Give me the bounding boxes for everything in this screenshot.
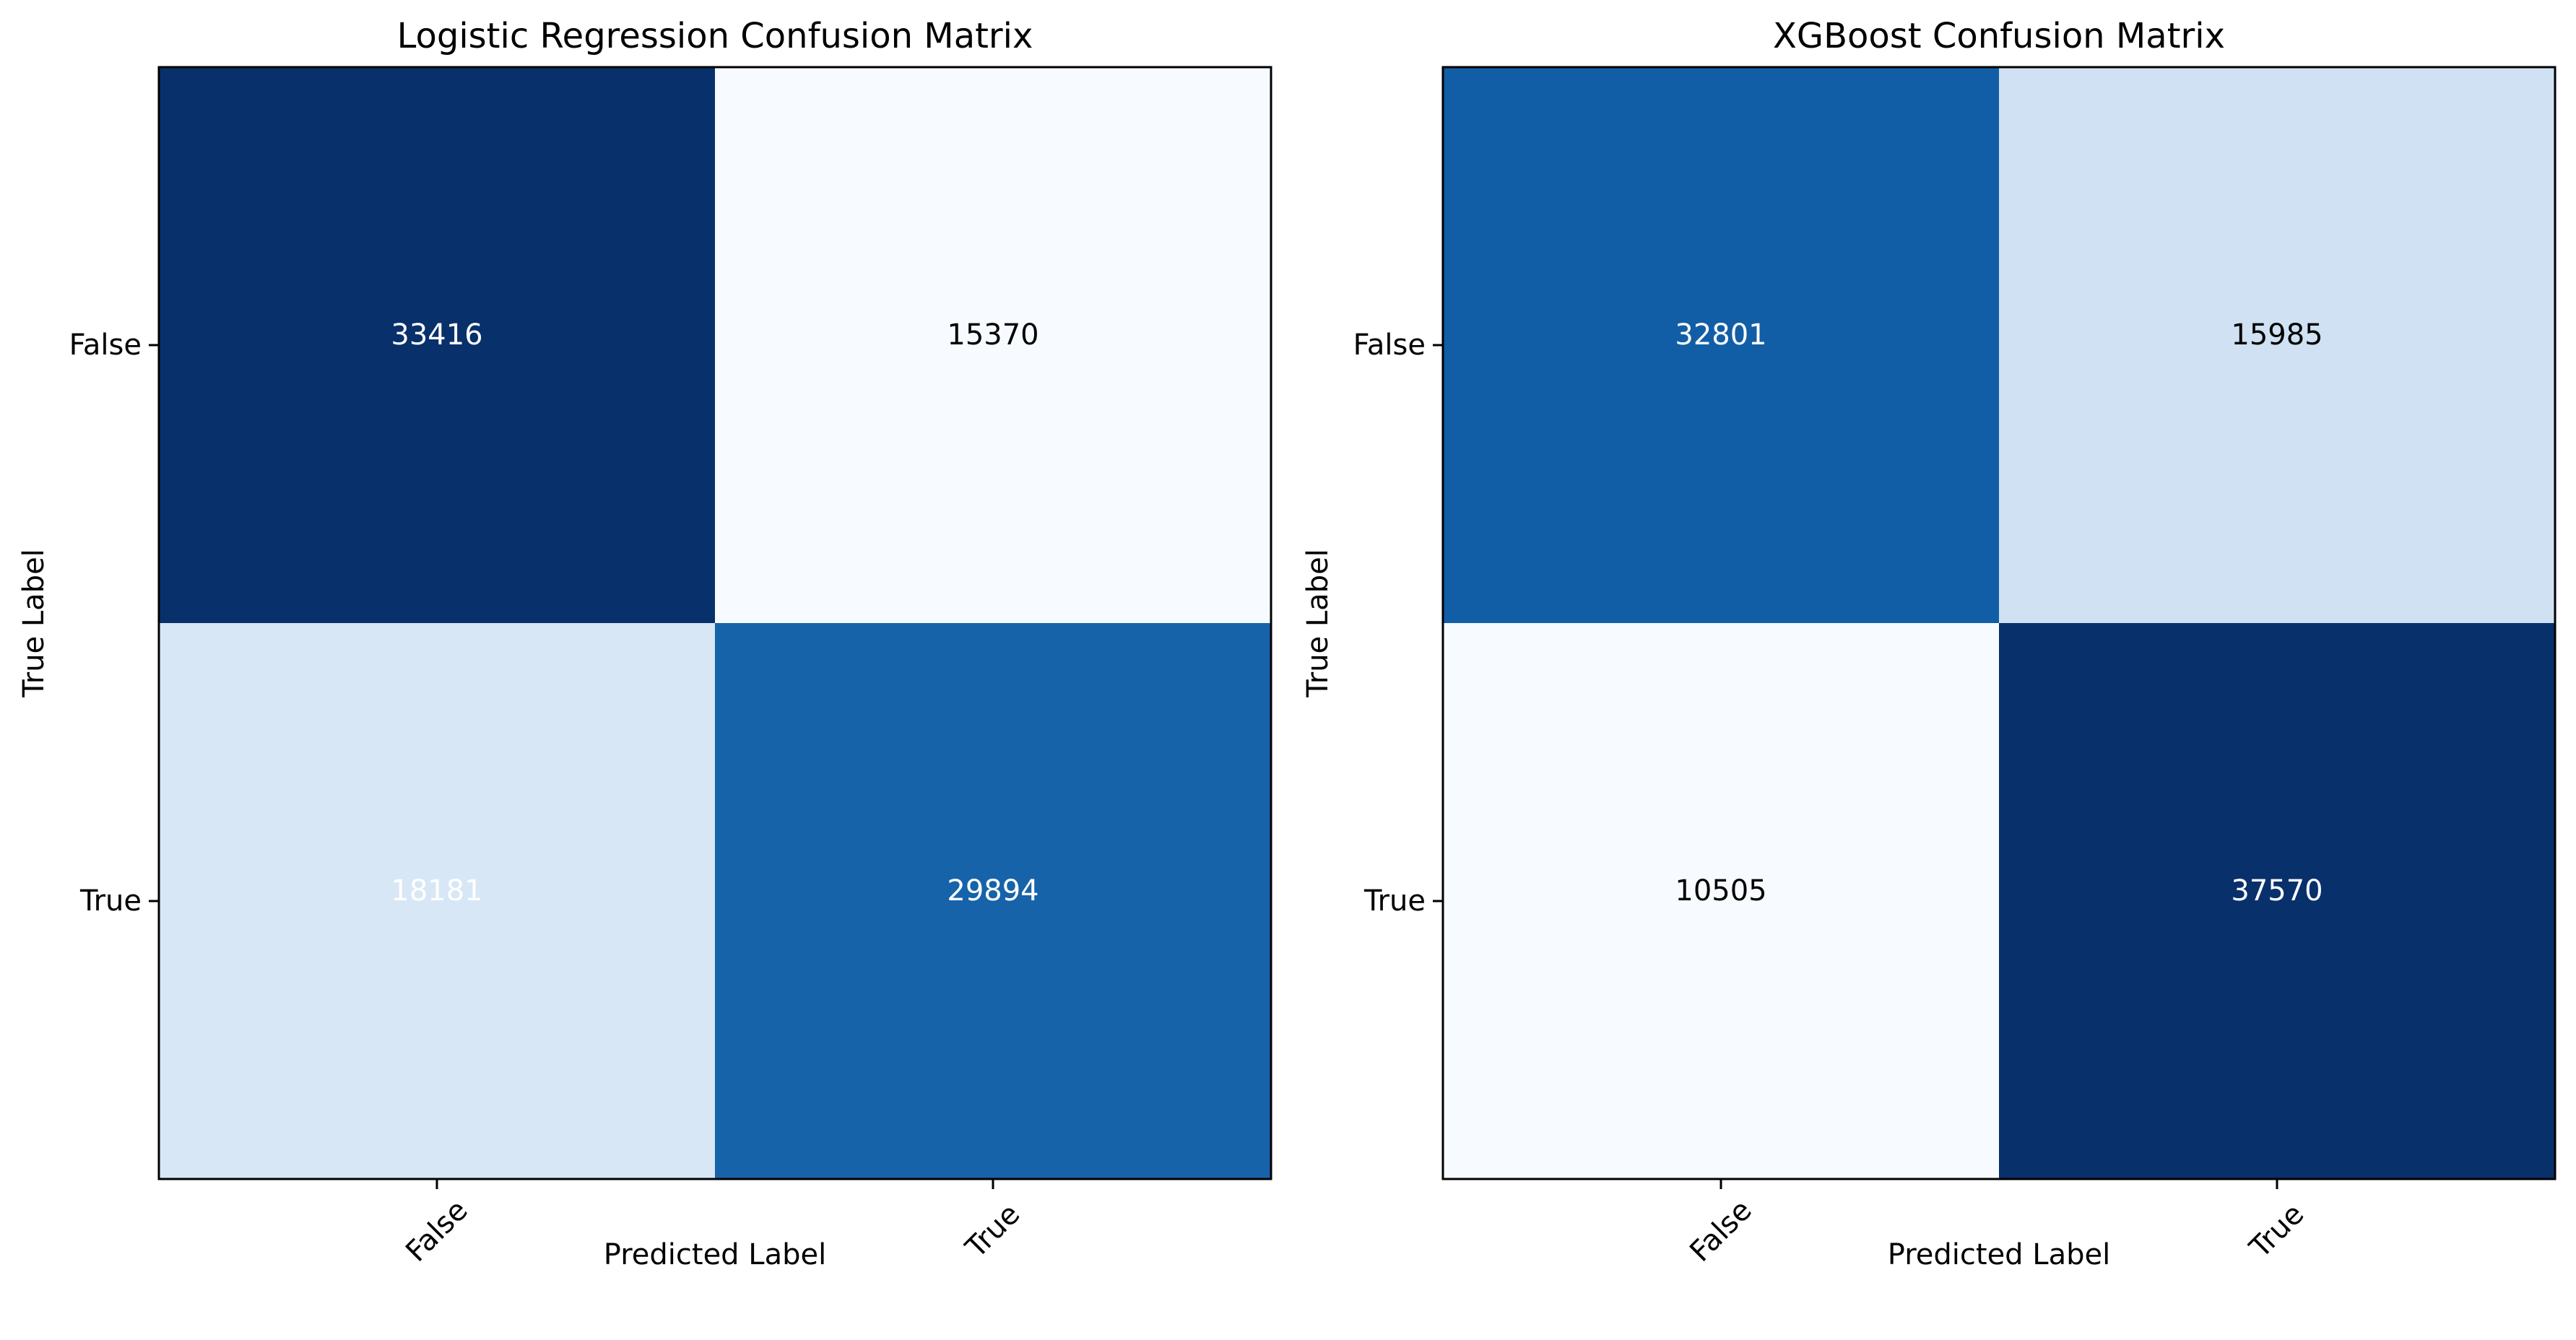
heatmap-cell — [715, 623, 1272, 1180]
y-tick-label: False — [69, 329, 142, 362]
heatmap-cell — [1999, 67, 2556, 624]
x-axis-label: Predicted Label — [1888, 1238, 2110, 1271]
heatmap-cells: 32801 15985 10505 37570 — [1443, 67, 2556, 1180]
x-axis-label: Predicted Label — [604, 1238, 826, 1271]
plot-frame — [1441, 66, 2557, 1180]
x-tick-label: False — [399, 1193, 474, 1269]
y-axis-label: True Label — [17, 549, 51, 698]
x-tick-label: True — [2243, 1198, 2310, 1265]
y-axis-label: True Label — [1301, 549, 1335, 698]
heatmap-cell — [1443, 623, 2000, 1180]
plot-frame — [157, 66, 1272, 1180]
cell-value-label: 32801 — [1675, 318, 1766, 352]
heatmap-cell — [159, 623, 716, 1180]
y-ticks: False True — [1353, 329, 1443, 918]
heatmap-cell — [159, 67, 716, 624]
cell-value-label: 10505 — [1675, 874, 1766, 908]
chart-title: Logistic Regression Confusion Matrix — [397, 16, 1033, 56]
heatmap-cells: 33416 15370 18181 29894 — [159, 67, 1272, 1180]
y-ticks: False True — [69, 329, 159, 918]
xgboost-panel: XGBoost Confusion Matrix 32801 15985 10505… — [1301, 16, 2557, 1271]
heatmap-cell — [1443, 67, 2000, 624]
cell-value-label: 29894 — [947, 874, 1038, 908]
cell-value-label: 15985 — [2231, 318, 2323, 352]
cell-value-label: 33416 — [391, 318, 482, 352]
chart-title: XGBoost Confusion Matrix — [1773, 16, 2225, 56]
x-tick-label: True — [959, 1198, 1026, 1265]
y-tick-label: False — [1353, 329, 1426, 362]
heatmap-cell — [715, 67, 1272, 624]
heatmap-cell — [1999, 623, 2556, 1180]
cell-value-label: 15370 — [947, 318, 1038, 352]
y-tick-label: True — [79, 884, 142, 918]
y-tick-label: True — [1363, 884, 1426, 918]
cell-value-label: 18181 — [391, 874, 482, 908]
x-tick-label: False — [1683, 1193, 1758, 1269]
logistic-regression-panel: Logistic Regression Confusion Matrix 334… — [17, 16, 1272, 1271]
cell-value-label: 37570 — [2231, 874, 2323, 908]
